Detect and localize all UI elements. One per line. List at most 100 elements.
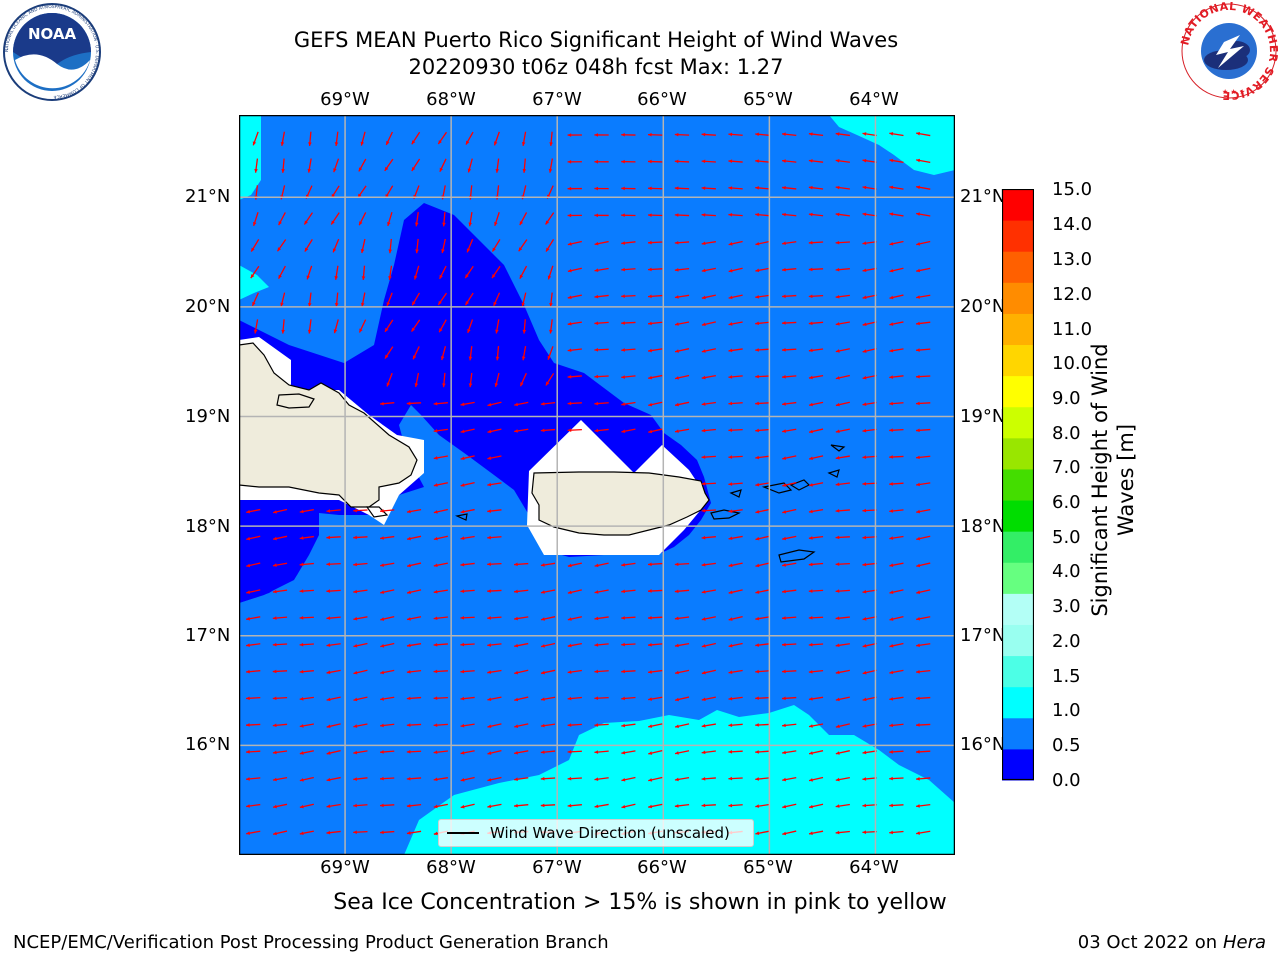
direction-arrow-head (648, 751, 653, 755)
direction-arrow-head (621, 750, 626, 755)
direction-arrow-head (916, 590, 921, 594)
direction-arrow-head (889, 268, 894, 273)
direction-arrow-head (835, 294, 840, 299)
direction-arrow-head (916, 158, 920, 163)
direction-arrow-head (701, 724, 706, 728)
direction-arrow-head (835, 429, 840, 434)
direction-arrow-head (250, 274, 255, 279)
direction-arrow-head (594, 804, 599, 809)
direction-arrow-head (433, 642, 438, 647)
direction-arrow-head (406, 696, 411, 701)
direction-arrow-head (387, 221, 391, 226)
direction-arrow-head (406, 643, 411, 648)
direction-arrow-head (701, 455, 706, 459)
direction-arrow-head (782, 241, 786, 246)
direction-arrow-head (594, 590, 599, 594)
lon-label-top: 65°W (743, 89, 793, 110)
direction-arrow-head (545, 381, 550, 386)
direction-arrow-head (916, 509, 921, 514)
direction-arrow-head (808, 642, 813, 647)
direction-arrow-head (809, 751, 813, 755)
colorbar-segment (1002, 748, 1034, 781)
direction-arrow-head (674, 240, 679, 245)
wave-field-1.0-1.5-south (404, 705, 955, 855)
lon-label-bottom: 65°W (743, 857, 793, 878)
direction-arrow-head (380, 723, 384, 728)
direction-arrow-head (567, 242, 572, 246)
direction-arrow-head (808, 697, 813, 701)
land-culebra (729, 489, 742, 498)
direction-arrow-head (353, 697, 358, 702)
direction-arrow-head (862, 508, 867, 513)
direction-arrow-head (701, 349, 706, 353)
direction-arrow-head (728, 536, 733, 541)
direction-arrow-head (782, 750, 786, 755)
direction-arrow-head (465, 274, 469, 279)
colorbar-segment (1002, 220, 1034, 252)
direction-arrow-head (433, 456, 438, 460)
direction-arrow-head (326, 643, 331, 647)
direction-arrow-head (492, 247, 496, 252)
direction-arrow-head (755, 212, 759, 217)
direction-arrow-head (782, 589, 786, 594)
direction-arrow-head (514, 803, 518, 808)
direction-arrow-head (280, 302, 284, 307)
direction-arrow-head (433, 616, 438, 621)
direction-arrow-head (701, 670, 706, 675)
direction-arrow-head (514, 777, 518, 782)
direction-arrow-head (862, 375, 867, 380)
direction-arrow-head (621, 294, 625, 299)
direction-arrow-head (439, 328, 443, 333)
direction-arrow-head (701, 213, 706, 217)
direction-arrow-head (648, 321, 652, 326)
direction-arrow-head (360, 249, 365, 253)
direction-arrow-head (862, 670, 867, 675)
direction-arrow-head (808, 724, 813, 728)
direction-arrow-head (594, 186, 598, 191)
direction-arrow-head (862, 132, 867, 136)
direction-arrow-head (701, 295, 706, 300)
direction-arrow-head (835, 643, 840, 648)
direction-arrow-head (460, 696, 465, 701)
svg-text:NOAA: NOAA (28, 25, 77, 43)
direction-arrow-head (862, 724, 867, 728)
direction-arrow-head (299, 778, 304, 782)
direction-arrow-head (889, 322, 894, 326)
direction-arrow-head (916, 669, 920, 674)
land-st-croix (778, 549, 816, 563)
direction-arrow-head (782, 483, 787, 487)
direction-arrow-head (835, 240, 840, 245)
direction-arrow-head (621, 241, 626, 245)
direction-arrow-head (520, 382, 524, 387)
direction-arrow-head (621, 348, 625, 352)
direction-arrow-head (648, 375, 653, 380)
direction-arrow-head (326, 777, 331, 782)
direction-arrow-head (334, 303, 339, 307)
direction-arrow-head (594, 213, 598, 218)
direction-arrow-head (514, 643, 519, 648)
colorbar-tick-label: 7.0 (1052, 457, 1081, 478)
direction-arrow-head (621, 804, 626, 809)
direction-arrow-head (621, 159, 625, 164)
lat-label-right: 18°N (960, 516, 1006, 537)
direction-arrow-head (252, 221, 257, 226)
direction-arrow-head (728, 322, 733, 326)
colorbar-tick-label: 13.0 (1052, 249, 1093, 270)
direction-arrow-head (808, 562, 813, 567)
direction-arrow-head (728, 750, 733, 754)
direction-arrow-head (648, 186, 652, 191)
lat-label-left: 18°N (185, 516, 231, 537)
direction-arrow-head (755, 723, 759, 727)
direction-arrow-head (701, 644, 706, 648)
direction-arrow-head (541, 617, 545, 621)
direction-arrow-head (380, 509, 384, 513)
direction-arrow-head (522, 169, 527, 173)
direction-arrow-head (755, 616, 760, 621)
colorbar-segment (1002, 686, 1034, 719)
direction-arrow-head (360, 302, 365, 307)
direction-arrow-head (728, 643, 733, 648)
direction-arrow-head (728, 776, 733, 781)
direction-arrow-head (467, 168, 472, 173)
wave-field-1.0-1.5-northwest (239, 115, 261, 200)
direction-arrow-head (808, 589, 813, 593)
